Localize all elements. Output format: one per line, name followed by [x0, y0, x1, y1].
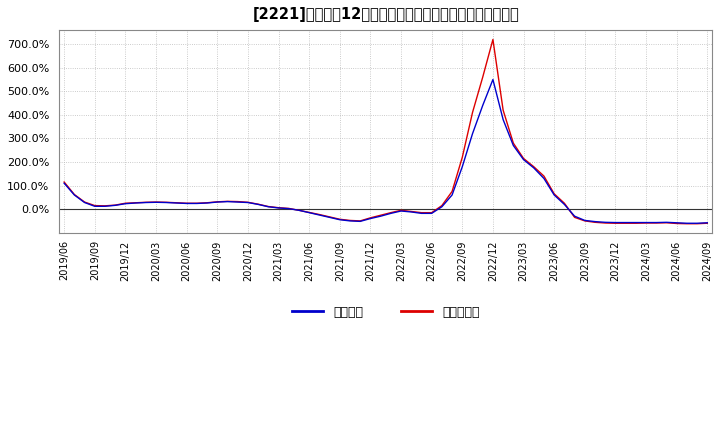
Legend: 経常利益, 当期純利益: 経常利益, 当期純利益: [287, 301, 485, 324]
Title: [2221]　利益の12か月移動合計の対前年同期増減率の推移: [2221] 利益の12か月移動合計の対前年同期増減率の推移: [252, 7, 519, 22]
